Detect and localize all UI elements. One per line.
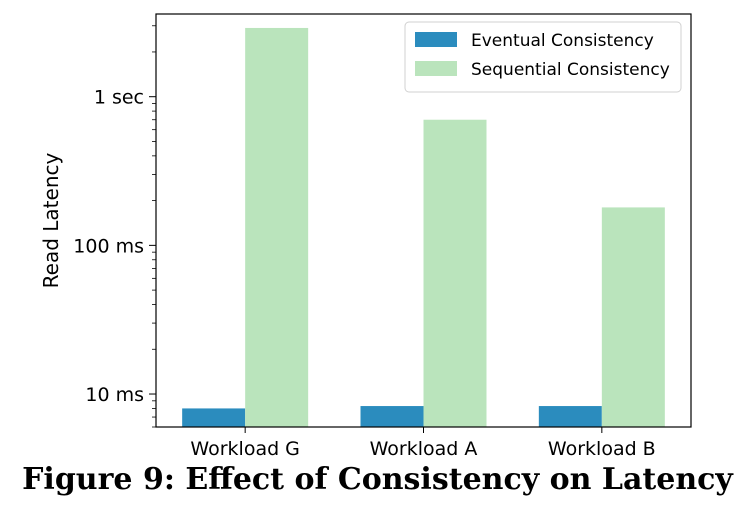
bars-group	[182, 27, 665, 428]
x-tick-label: Workload G	[190, 438, 299, 460]
bar-workload-g-series-2	[245, 27, 309, 428]
x-tick-label: Workload A	[370, 438, 478, 460]
legend-swatch-1	[415, 32, 457, 47]
bar-workload-a-series-2	[423, 119, 487, 427]
y-axis-label: Read Latency	[39, 153, 63, 289]
bar-workload-b-series-2	[601, 207, 665, 427]
legend-box	[404, 21, 682, 93]
legend-label-2: Sequential Consistency	[471, 60, 670, 80]
bar-workload-b-series-1	[538, 406, 602, 427]
y-tick-label: 100 ms	[73, 235, 144, 257]
legend-swatch-2	[415, 61, 457, 76]
y-tick-label: 10 ms	[85, 384, 144, 406]
x-axis: Workload G Workload A Workload B	[190, 427, 656, 460]
bar-workload-g-series-1	[182, 408, 246, 427]
y-axis: 10 ms 100 ms 1 sec	[73, 25, 156, 428]
figure-caption: Figure 9: Effect of Consistency on Laten…	[22, 462, 733, 497]
bar-workload-a-series-1	[360, 406, 424, 427]
legend: Eventual Consistency Sequential Consisten…	[404, 21, 682, 93]
x-tick-label: Workload B	[548, 438, 656, 460]
y-tick-label: 1 sec	[94, 87, 144, 109]
legend-label-1: Eventual Consistency	[471, 31, 654, 51]
